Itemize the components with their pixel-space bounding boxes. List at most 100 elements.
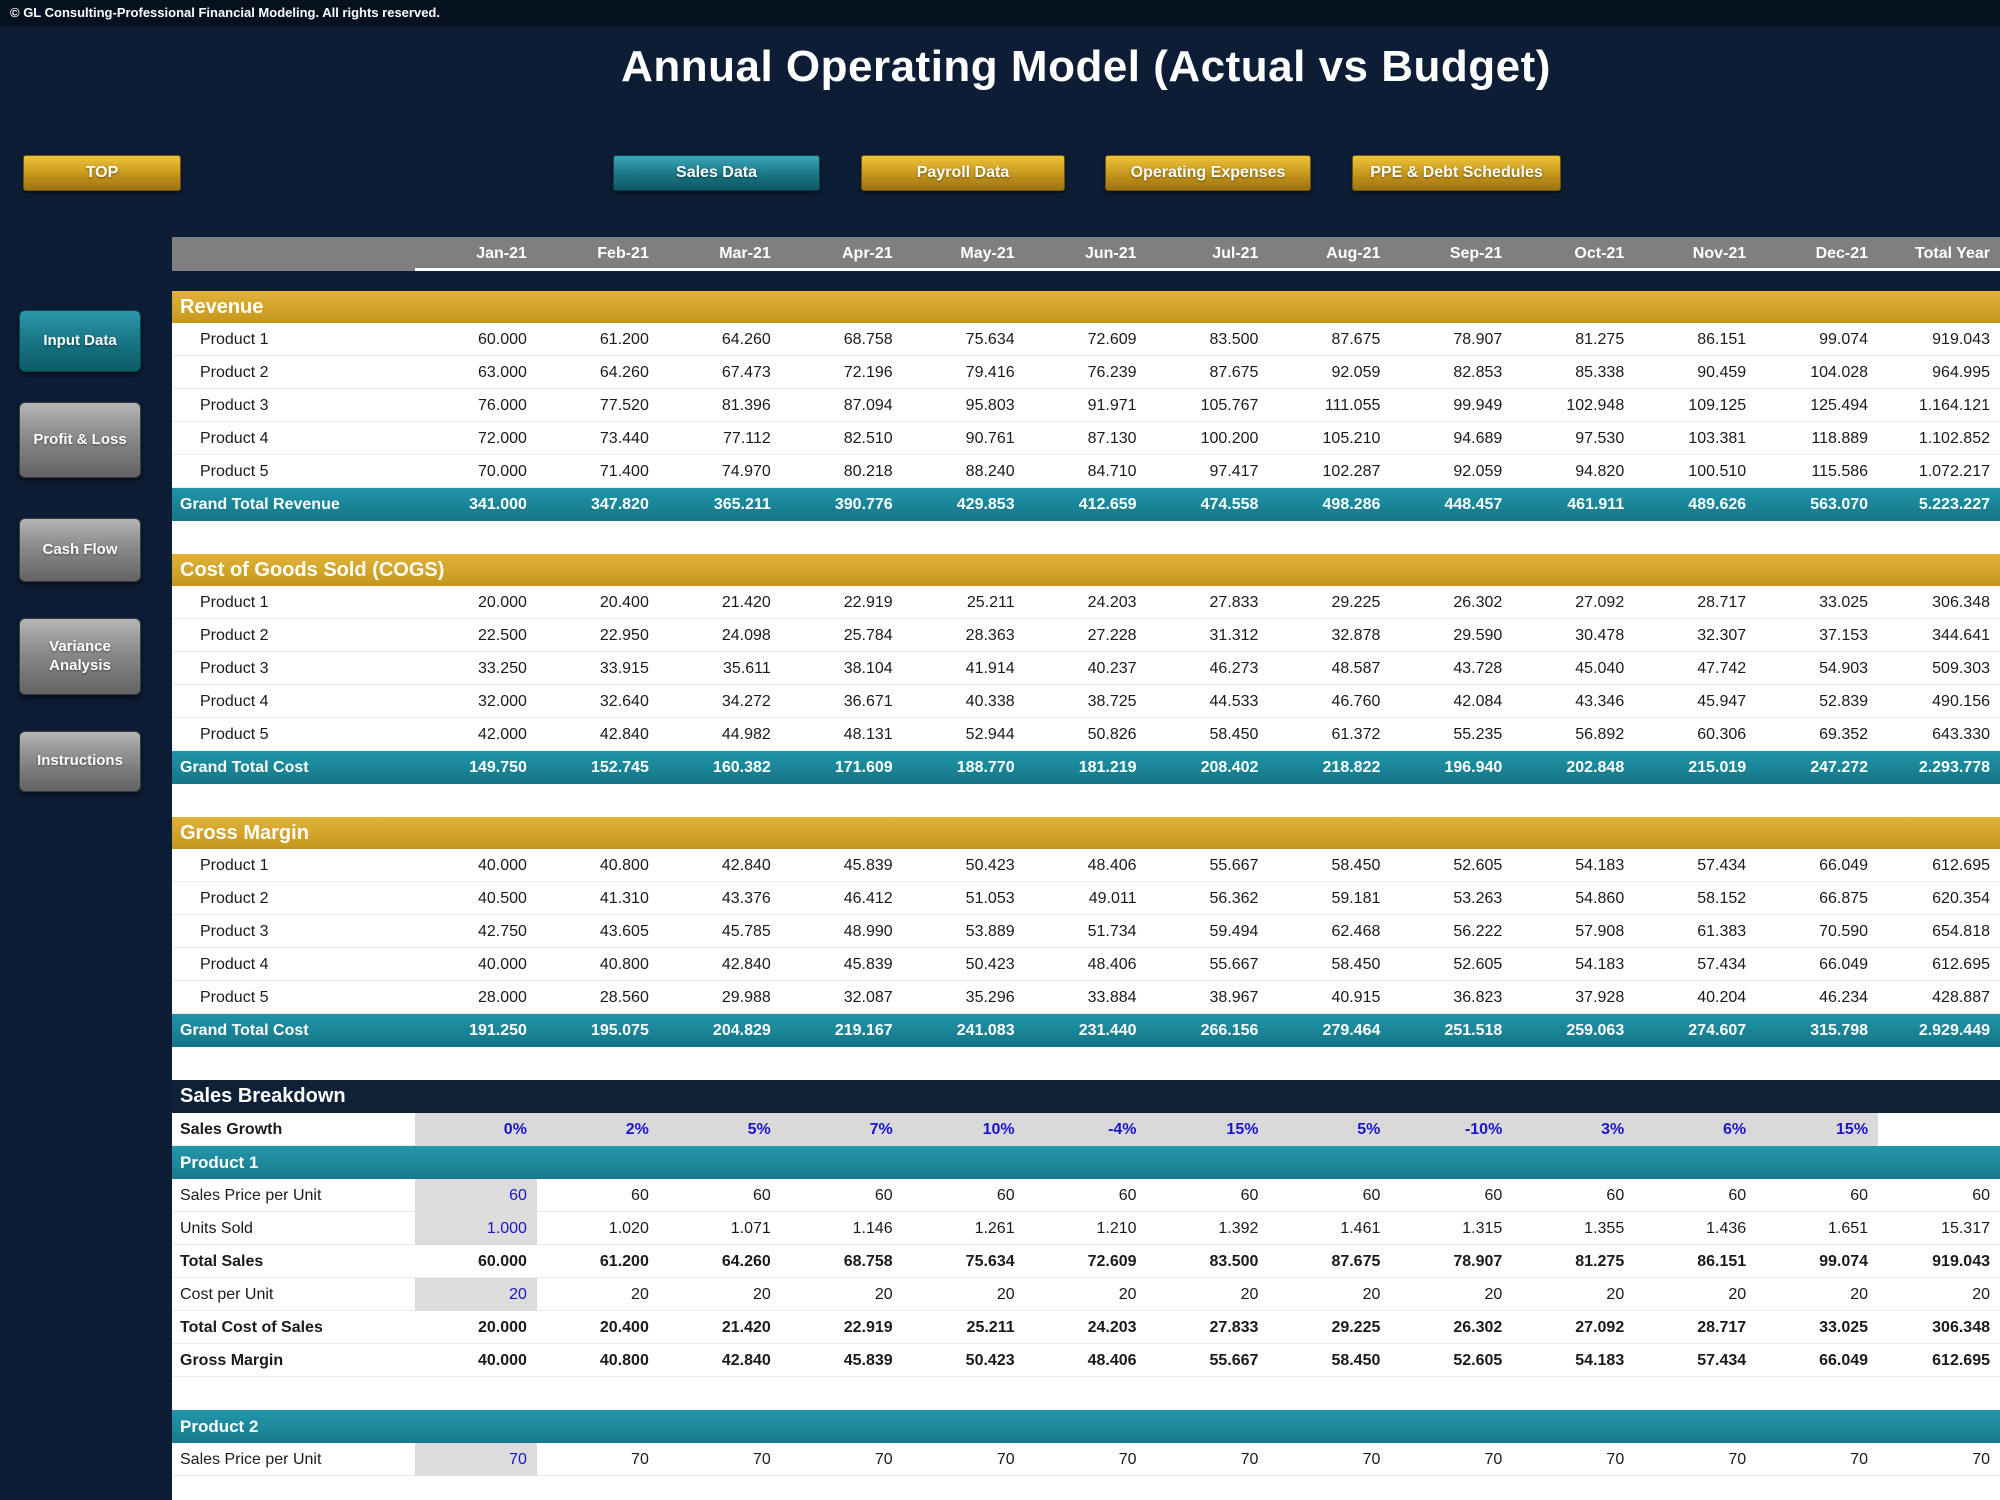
row-label[interactable]: Grand Total Cost (180, 1022, 309, 1039)
cell[interactable]: 215.019 (1688, 759, 1747, 776)
cell[interactable]: 33.250 (477, 660, 527, 677)
cell[interactable]: 43.376 (721, 890, 771, 907)
cell[interactable]: 20.400 (599, 1319, 649, 1336)
row-label[interactable]: Cost per Unit (180, 1286, 274, 1303)
cell[interactable]: 102.287 (1322, 463, 1381, 480)
cell[interactable]: 40.000 (477, 1352, 527, 1369)
cell[interactable]: 429.853 (956, 496, 1015, 513)
cell[interactable]: 56.362 (1209, 890, 1259, 907)
cell[interactable]: 38.967 (1209, 989, 1259, 1006)
cell[interactable]: 70 (874, 1451, 893, 1468)
cell[interactable]: 24.203 (1087, 1319, 1137, 1336)
cell[interactable]: 20 (1484, 1286, 1503, 1303)
cell[interactable]: 53.889 (965, 923, 1015, 940)
tab-ppe-debt-schedules[interactable]: PPE & Debt Schedules (1352, 155, 1561, 191)
cell[interactable]: 27.833 (1209, 1319, 1259, 1336)
cell[interactable]: 35.296 (965, 989, 1015, 1006)
cell[interactable]: 60 (631, 1187, 649, 1204)
cell[interactable]: 1.146 (852, 1220, 893, 1237)
cell[interactable]: 61.383 (1697, 923, 1747, 940)
cell[interactable]: 208.402 (1200, 759, 1259, 776)
cell[interactable]: 46.760 (1331, 693, 1381, 710)
cell[interactable]: 27.092 (1575, 1319, 1625, 1336)
cell[interactable]: 21.420 (721, 1319, 771, 1336)
cell[interactable]: 196.940 (1444, 759, 1503, 776)
cell[interactable]: 58.450 (1331, 956, 1381, 973)
cell[interactable]: 57.434 (1697, 956, 1747, 973)
cell[interactable]: 1.102.852 (1918, 430, 1990, 447)
cell[interactable]: 21.420 (721, 594, 771, 611)
cell[interactable]: 94.820 (1575, 463, 1625, 480)
cell[interactable]: 1.392 (1218, 1220, 1259, 1237)
cell[interactable]: 87.094 (843, 397, 893, 414)
column-header[interactable]: Mar-21 (659, 237, 781, 271)
cell[interactable]: 40.800 (599, 1352, 649, 1369)
cell[interactable]: 61.200 (599, 331, 649, 348)
row-label[interactable]: Product 1 (200, 594, 269, 611)
cell[interactable]: 50.423 (965, 956, 1015, 973)
column-header[interactable]: Apr-21 (781, 237, 903, 271)
cell[interactable]: 28.000 (477, 989, 527, 1006)
cell[interactable]: 58.450 (1331, 857, 1381, 874)
cell[interactable]: 33.025 (1819, 594, 1869, 611)
cell[interactable]: 26.302 (1453, 594, 1503, 611)
cell[interactable]: 643.330 (1932, 726, 1990, 743)
cell[interactable]: 202.848 (1566, 759, 1625, 776)
cell[interactable]: 90.459 (1697, 364, 1747, 381)
cell[interactable]: 20 (631, 1286, 649, 1303)
cell[interactable]: 111.055 (1324, 397, 1381, 414)
cell[interactable]: 612.695 (1932, 857, 1990, 874)
cell[interactable]: 75.634 (965, 1253, 1015, 1270)
cell[interactable]: 73.440 (599, 430, 649, 447)
cell[interactable]: 44.982 (721, 726, 771, 743)
cell[interactable]: 103.381 (1688, 430, 1747, 447)
cell[interactable]: 60 (1240, 1187, 1259, 1204)
cell[interactable]: 29.225 (1331, 594, 1381, 611)
cell[interactable]: -4% (1024, 1113, 1147, 1146)
cell[interactable]: 79.416 (965, 364, 1015, 381)
column-header[interactable]: Oct-21 (1512, 237, 1634, 271)
cell[interactable]: 42.840 (721, 1352, 771, 1369)
row-label[interactable]: Units Sold (180, 1220, 253, 1237)
cell[interactable]: 50.423 (965, 1352, 1015, 1369)
cell[interactable]: 390.776 (834, 496, 893, 513)
cell[interactable]: 40.000 (477, 857, 527, 874)
sidebar-item-cash-flow[interactable]: Cash Flow (19, 518, 141, 582)
cell[interactable]: 68.758 (843, 331, 893, 348)
cell[interactable]: 72.609 (1087, 331, 1137, 348)
cell[interactable]: 27.092 (1575, 594, 1625, 611)
cell[interactable]: 81.396 (721, 397, 771, 414)
cell[interactable]: 62.468 (1331, 923, 1381, 940)
cell[interactable]: 24.098 (721, 627, 771, 644)
cell[interactable]: 60 (1606, 1187, 1625, 1204)
cell[interactable]: 85.338 (1575, 364, 1625, 381)
cell[interactable]: 22.950 (599, 627, 649, 644)
sidebar-item-input-data[interactable]: Input Data (19, 310, 141, 372)
cell[interactable]: 25.211 (966, 1319, 1015, 1336)
cell[interactable]: 70 (1728, 1451, 1747, 1468)
cell[interactable]: 51.734 (1087, 923, 1137, 940)
column-header[interactable]: Feb-21 (537, 237, 659, 271)
cell[interactable]: 81.275 (1575, 1253, 1625, 1270)
cell[interactable]: 100.200 (1200, 430, 1259, 447)
row-label[interactable]: Product 3 (200, 660, 269, 677)
cell[interactable]: 20 (1606, 1286, 1625, 1303)
cell[interactable]: 315.798 (1810, 1022, 1869, 1039)
cell[interactable]: 43.728 (1453, 660, 1503, 677)
row-label[interactable]: Product 2 (200, 364, 269, 381)
cell[interactable]: 2% (536, 1113, 659, 1146)
cell[interactable]: 28.363 (965, 627, 1015, 644)
cell[interactable]: 58.450 (1209, 726, 1259, 743)
cell[interactable]: 83.500 (1209, 331, 1259, 348)
cell[interactable]: 33.025 (1819, 1319, 1869, 1336)
column-header[interactable]: May-21 (903, 237, 1025, 271)
cell[interactable]: 92.059 (1331, 364, 1381, 381)
cell[interactable]: 76.239 (1087, 364, 1137, 381)
cell[interactable]: 54.183 (1575, 857, 1625, 874)
row-label[interactable]: Product 5 (200, 989, 269, 1006)
cell[interactable]: 231.440 (1078, 1022, 1137, 1039)
cell[interactable]: 35.611 (723, 660, 771, 677)
cell[interactable]: 274.607 (1688, 1022, 1747, 1039)
cell[interactable]: 84.710 (1087, 463, 1137, 480)
cell[interactable]: 28.560 (599, 989, 649, 1006)
